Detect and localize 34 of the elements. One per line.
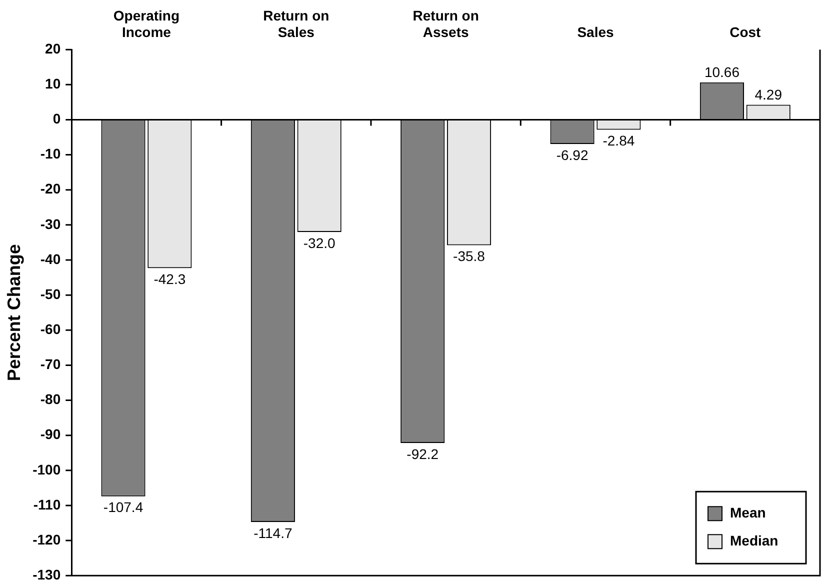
y-tick-label: -50 [40,286,61,302]
y-tick-label: 0 [52,110,61,127]
text: -114.7 [254,524,292,541]
y-tick-label: 10 [45,76,61,92]
y-tick-label: -20 [40,180,61,197]
text: -2.84 [602,132,635,149]
x-tick-label: Cost [730,24,762,40]
y-tick-label: -110 [33,496,61,512]
y-tick-label: -100 [32,461,61,478]
x-tick-label: Return on Sales [263,7,330,40]
text: -42.3 [154,270,186,287]
text: 10.66 [704,64,740,80]
text: -35.8 [453,248,485,264]
y-tick-label: -80 [40,391,61,408]
y-axis-title: Percent Change [4,244,24,382]
y-tick-label: -60 [40,320,61,337]
y-tick-label: -10 [40,146,61,162]
text: -92.2 [406,446,439,462]
y-tick-label: 20 [45,40,61,56]
y-tick-label: -40 [40,250,61,267]
text: -6.92 [556,146,588,163]
y-tick-label: -90 [40,426,61,442]
text: -107.4 [103,499,144,516]
text: -32.0 [303,234,336,251]
legend-label: Median [730,532,778,548]
legend-label: Mean [730,504,766,520]
y-tick-label: -130 [32,566,61,582]
y-tick-label: -70 [40,356,61,372]
x-tick-label: Operating Income [113,7,180,40]
y-tick-label: -120 [32,531,61,548]
x-tick-label: Return on Assets [412,7,479,40]
y-tick-label: -30 [40,216,61,232]
text: 4.29 [754,86,782,103]
x-tick-label: Sales [577,24,614,40]
